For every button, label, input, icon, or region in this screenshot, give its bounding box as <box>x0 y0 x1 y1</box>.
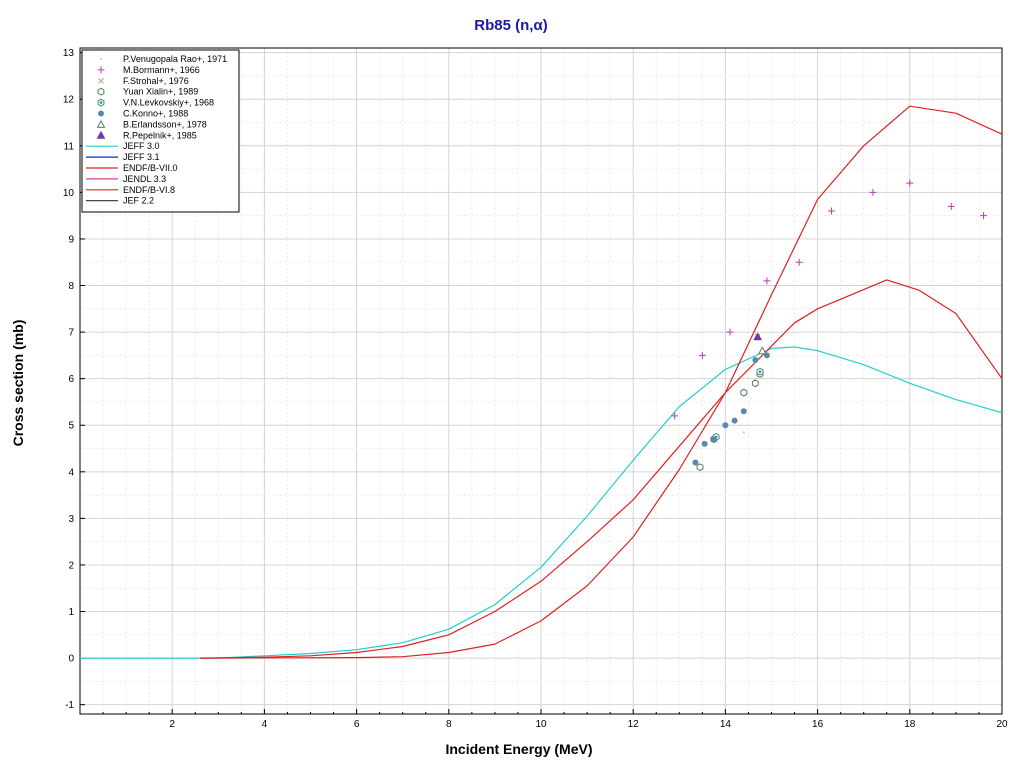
y-tick-label: 3 <box>68 514 74 525</box>
point-yuan-xialin-1989 <box>751 379 759 388</box>
legend-item: ENDF/B-VII.0 <box>86 163 178 173</box>
experimental-points <box>671 179 988 472</box>
legend-label: JENDL 3.3 <box>123 174 166 184</box>
x-tick-label: 20 <box>996 719 1008 730</box>
legend-label: JEFF 3.0 <box>123 141 160 151</box>
point-c-konno-1988 <box>731 417 738 424</box>
point-m-bormann-1966 <box>698 351 706 359</box>
legend-label: F.Strohal+, 1976 <box>123 76 189 86</box>
legend-item: V.N.Levkovskiy+, 1968 <box>97 98 214 108</box>
y-tick-label: 11 <box>64 141 75 152</box>
legend-item: ENDF/B-VI.8 <box>86 185 175 195</box>
legend-item: JEFF 3.1 <box>86 152 160 162</box>
x-tick-label: 16 <box>812 719 824 730</box>
point-m-bormann-1966 <box>763 277 771 285</box>
legend-label: Yuan Xialin+, 1989 <box>123 87 198 97</box>
point-c-konno-1988 <box>722 422 729 429</box>
legend-label: B.Erlandsson+, 1978 <box>123 119 207 129</box>
point-b-erlandsson-1978 <box>757 346 767 355</box>
y-tick-label: 12 <box>63 95 75 106</box>
legend-label: JEFF 3.1 <box>123 152 160 162</box>
legend-label: M.Bormann+, 1966 <box>123 65 200 75</box>
y-tick-label: 4 <box>68 467 74 478</box>
legend-marker <box>98 110 104 117</box>
legend-marker <box>100 58 102 60</box>
curve-endf-b-vii-0 <box>199 105 1003 659</box>
y-axis-label: Cross section (mb) <box>10 320 26 447</box>
y-tick-label: 2 <box>68 560 74 571</box>
y-tick-label: 6 <box>68 374 74 385</box>
legend-label: V.N.Levkovskiy+, 1968 <box>123 98 214 108</box>
legend-box <box>81 49 240 213</box>
legend-marker <box>97 66 105 74</box>
y-tick-label: 1 <box>68 607 74 618</box>
legend-item: M.Bormann+, 1966 <box>97 65 200 75</box>
legend-item: JEFF 3.0 <box>86 141 160 151</box>
x-axis-label: Incident Energy (MeV) <box>445 741 592 757</box>
point-r-pepelnik-1985 <box>753 332 763 341</box>
y-tick-label: 13 <box>63 48 75 59</box>
x-tick-label: 18 <box>904 719 916 730</box>
point-m-bormann-1966 <box>671 412 679 420</box>
point-c-konno-1988 <box>692 459 699 466</box>
point-yuan-xialin-1989 <box>740 388 748 397</box>
legend-marker <box>96 119 106 128</box>
legend-item: Yuan Xialin+, 1989 <box>97 87 198 97</box>
point-c-konno-1988 <box>701 440 708 447</box>
x-tick-label: 6 <box>354 719 360 730</box>
x-tick-label: 10 <box>535 719 547 730</box>
x-tick-label: 14 <box>720 719 732 730</box>
x-tick-label: 4 <box>262 719 268 730</box>
point-v-n-levkovskiy-1968 <box>756 367 764 376</box>
legend-marker <box>96 130 106 139</box>
point-c-konno-1988 <box>710 436 717 443</box>
y-tick-label: 5 <box>68 421 74 432</box>
y-tick-label: 7 <box>68 328 74 339</box>
y-tick-label: 10 <box>63 188 75 199</box>
legend-marker <box>98 77 104 84</box>
point-m-bormann-1966 <box>795 258 803 266</box>
x-tick-label: 8 <box>446 719 452 730</box>
point-c-konno-1988 <box>752 357 759 364</box>
y-tick-label: -1 <box>65 700 74 711</box>
legend-item: C.Konno+, 1988 <box>98 109 188 119</box>
legend-marker <box>97 98 105 107</box>
legend-label: ENDF/B-VII.0 <box>123 163 178 173</box>
legend-label: R.Pepelnik+, 1985 <box>123 130 197 140</box>
x-tick-label: 12 <box>628 719 640 730</box>
legend-item: R.Pepelnik+, 1985 <box>96 130 197 140</box>
curve-endf-b-vi-8 <box>199 279 1003 659</box>
curve-jeff-3-0 <box>80 346 1003 659</box>
legend-item: JENDL 3.3 <box>86 174 166 184</box>
y-tick-label: 0 <box>68 654 74 665</box>
y-tick-label: 9 <box>68 234 74 245</box>
grid <box>80 48 1002 714</box>
legend-marker <box>97 87 105 96</box>
point-m-bormann-1966 <box>906 179 914 187</box>
legend-label: JEF 2.2 <box>123 196 154 206</box>
point-yuan-xialin-1989 <box>696 463 704 472</box>
point-m-bormann-1966 <box>869 188 877 196</box>
chart-title: Rb85 (n,α) <box>474 17 547 34</box>
legend-label: ENDF/B-VI.8 <box>123 185 175 195</box>
legend-item: JEF 2.2 <box>86 196 154 206</box>
evaluation-curves <box>80 105 1003 659</box>
legend-label: P.Venugopala Rao+, 1971 <box>123 54 227 64</box>
point-m-bormann-1966 <box>980 212 988 220</box>
x-tick-label: 2 <box>169 719 175 730</box>
y-tick-label: 8 <box>68 281 74 292</box>
point-p-venugopala-rao-1971 <box>742 431 745 434</box>
legend-label: C.Konno+, 1988 <box>123 109 188 119</box>
point-m-bormann-1966 <box>726 328 734 336</box>
point-m-bormann-1966 <box>827 207 835 215</box>
legend-item: F.Strohal+, 1976 <box>98 76 189 86</box>
point-c-konno-1988 <box>740 408 747 415</box>
point-m-bormann-1966 <box>947 202 955 210</box>
legend-item: P.Venugopala Rao+, 1971 <box>100 54 227 64</box>
legend-item: B.Erlandsson+, 1978 <box>96 119 207 129</box>
